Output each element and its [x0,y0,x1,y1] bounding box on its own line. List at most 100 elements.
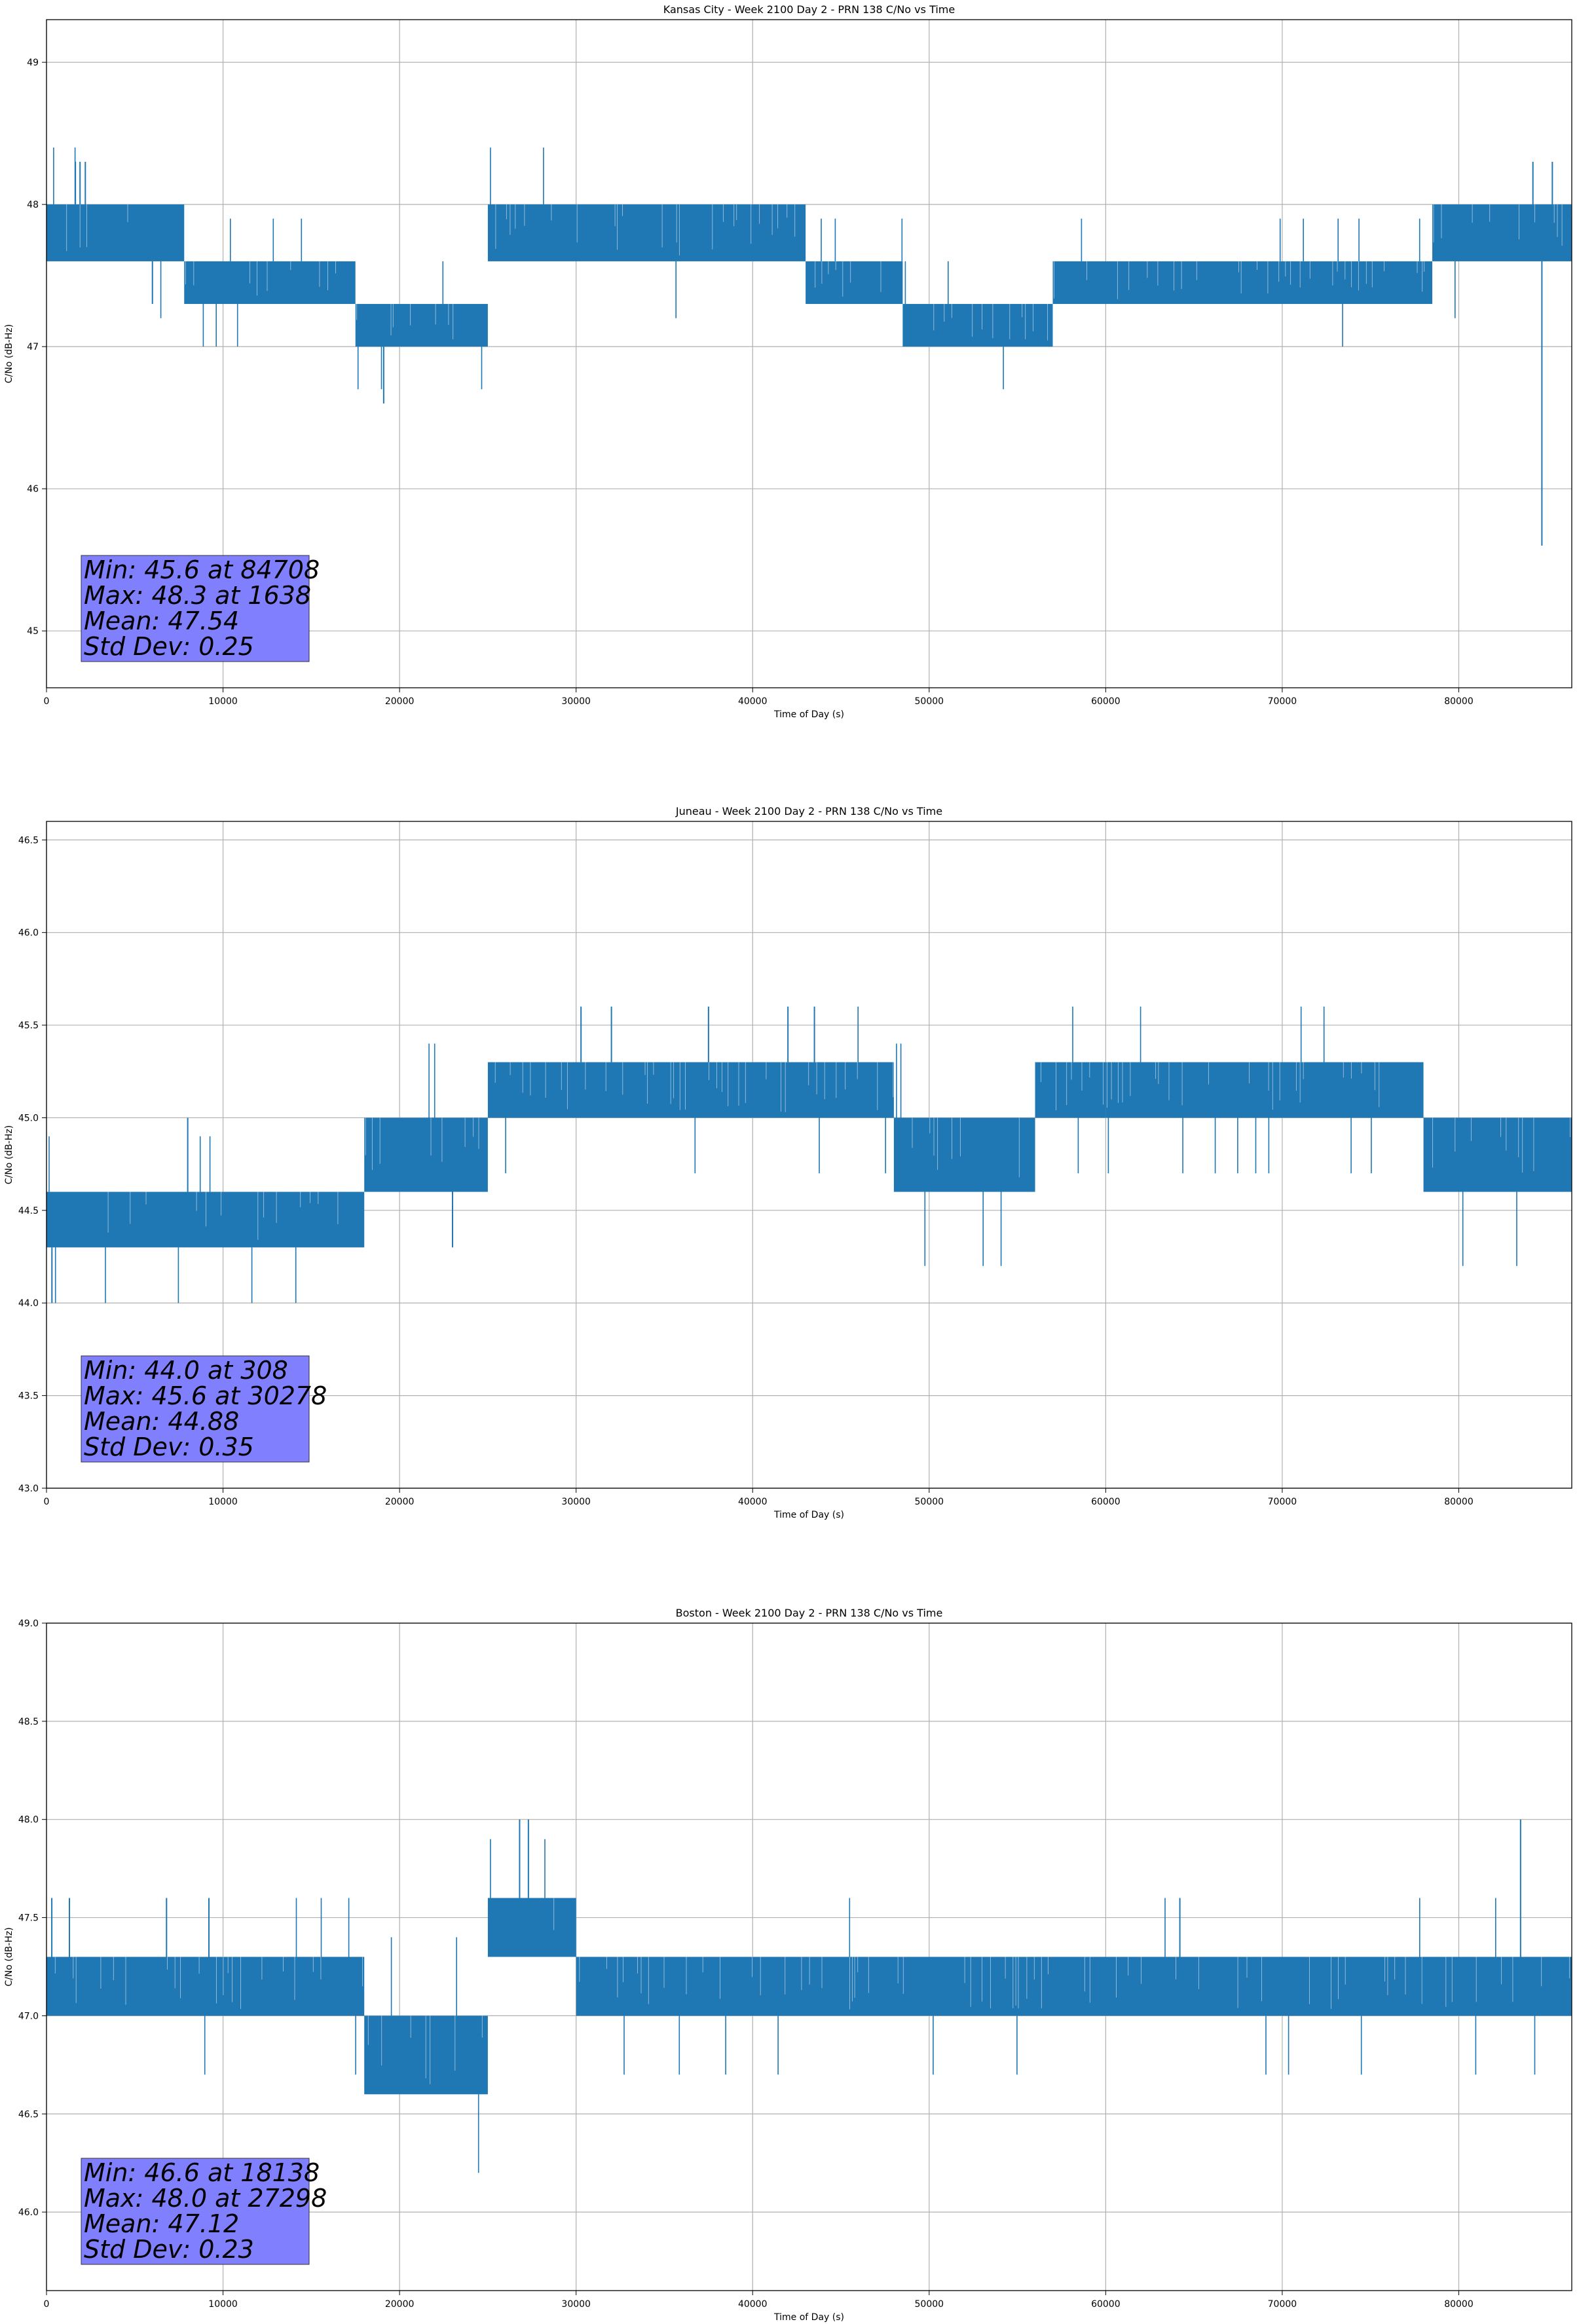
series-texture-2 [356,304,454,339]
x-tick-label: 60000 [1091,696,1121,707]
series-texture-1 [185,261,336,296]
series-excursions-5 [1107,1006,1372,1174]
x-tick-label: 80000 [1444,696,1474,707]
x-axis-label: Time of Day (s) [773,2312,844,2323]
y-tick-label: 46 [27,484,39,495]
series-texture-1 [367,2015,483,2084]
x-tick-label: 60000 [1091,2299,1121,2310]
series-band-3 [893,1117,1035,1192]
y-tick-label: 44.5 [18,1206,39,1216]
stats-box-background [81,1355,310,1463]
stats-line: Mean: 47.12 [84,2209,239,2238]
stats-line: Mean: 47.54 [84,607,239,635]
series-texture-3 [579,1957,1570,2010]
plot-frame [46,1622,1572,2291]
data-series [46,147,1572,546]
series-texture-0 [107,1191,339,1240]
series-excursions-2 [490,1839,546,1898]
y-tick-label: 47.5 [18,1913,39,1924]
series-band-6 [1052,261,1256,305]
series-texture-5 [933,304,1048,341]
series-band-4 [1035,1062,1106,1118]
series-excursions-0 [48,1136,297,1303]
stats-line: Mean: 44.88 [84,1407,239,1436]
series-excursions-3 [896,1043,1002,1266]
x-tick-label: 30000 [561,1497,591,1507]
series-band-1 [364,1117,488,1192]
series-texture-6 [1054,261,1242,299]
y-tick-label: 49.0 [18,1619,39,1629]
stats-line: Max: 48.0 at 27298 [84,2184,327,2213]
series-band-0 [46,204,185,261]
series-band-8 [1432,204,1572,261]
series-excursions-0 [204,1898,356,2075]
stats-line: Min: 44.0 at 308 [84,1356,288,1385]
stats-line: Max: 48.3 at 1638 [84,581,311,610]
chart-panel-0: 0 10000 20000 30000 40000 50000 60000 70000 8000… [4,3,1572,720]
series-texture-0 [66,204,128,252]
data-series [46,1819,1572,2173]
series-band-3 [487,204,806,261]
series-texture-4 [815,261,881,297]
y-tick-label: 48.5 [18,1717,39,1727]
series-band-4 [806,261,903,305]
series-excursions-1 [202,218,303,347]
series-texture-4 [1040,1062,1104,1111]
x-tick-label: 40000 [738,696,768,707]
plot-frame [46,821,1572,1489]
series-band-5 [1105,1062,1424,1118]
series-excursions-7 [1279,218,1420,347]
x-tick-label: 50000 [915,2299,944,2310]
x-tick-label: 10000 [208,696,238,707]
chart-panel-1: 0 10000 20000 30000 40000 50000 60000 70000 8000… [4,805,1572,1520]
series-band-2 [487,1898,576,1957]
y-tick-label: 45 [27,626,39,637]
series-excursions-3 [623,1898,1536,2075]
x-tick-label: 50000 [915,696,944,707]
series-band-2 [487,1062,894,1118]
y-tick-label: 47.0 [18,2011,39,2021]
chart-title: Juneau - Week 2100 Day 2 - PRN 138 C/No … [675,805,942,817]
data-series [46,1006,1572,1303]
x-axis-label: Time of Day (s) [773,1510,844,1520]
x-tick-label: 60000 [1091,1497,1121,1507]
y-tick-label: 45.5 [18,1021,39,1031]
y-tick-label: 46.5 [18,835,39,846]
x-tick-label: 40000 [738,2299,768,2310]
series-band-6 [1423,1117,1572,1192]
stats-line: Std Dev: 0.35 [84,1433,254,1461]
y-tick-label: 46.5 [18,2109,39,2120]
chart-title: Kansas City - Week 2100 Day 2 - PRN 138 … [663,3,955,16]
x-tick-label: 50000 [915,1497,944,1507]
x-tick-label: 30000 [561,2299,591,2310]
stats-line: Std Dev: 0.23 [84,2235,254,2264]
series-band-5 [902,304,1053,347]
y-tick-label: 46.0 [18,2207,39,2218]
series-excursions-1 [428,1043,436,1118]
series-texture-1 [365,1117,479,1171]
series-texture-3 [912,1117,1020,1178]
series-excursions-6 [1462,1191,1517,1266]
series-texture-3 [495,204,796,255]
series-texture-0 [54,1957,363,2010]
y-tick-label: 44.0 [18,1298,39,1309]
x-tick-label: 70000 [1268,2299,1297,2310]
x-tick-label: 20000 [385,2299,415,2310]
stats-line: Std Dev: 0.25 [84,632,254,661]
x-tick-label: 70000 [1268,696,1297,707]
stats-line: Min: 46.6 at 18138 [84,2158,320,2187]
x-tick-label: 10000 [208,1497,238,1507]
y-axis-label: C/No (dB-Hz) [4,324,14,383]
y-axis-label: C/No (dB-Hz) [4,1125,14,1184]
y-tick-label: 43.5 [18,1391,39,1402]
series-band-0 [46,1191,365,1248]
series-band-2 [355,304,488,347]
x-tick-label: 0 [44,2299,50,2310]
x-tick-label: 80000 [1444,2299,1474,2310]
series-texture-7 [1257,261,1425,294]
x-tick-label: 0 [44,1497,50,1507]
